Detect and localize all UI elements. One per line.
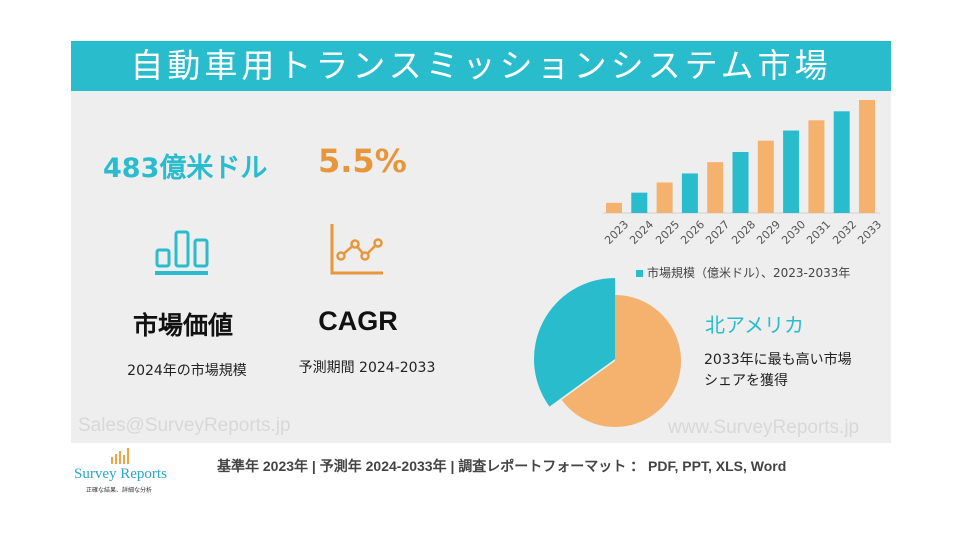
pie-slice-other <box>561 295 681 427</box>
bar-2033 <box>859 100 875 213</box>
bar-2028 <box>732 151 749 213</box>
market-value: 483億米ドル <box>103 153 268 184</box>
footer-info: 基準年 2023年 | 予測年 2024-2033年 | 調査レポートフォーマッ… <box>217 458 787 474</box>
cagr-value: 5.5% <box>318 142 407 180</box>
watermark-email: Sales@SurveyReports.jp <box>78 415 291 436</box>
line-chart-icon <box>330 224 383 275</box>
logo: Survey Reports 正確な結果、詳細な分析 <box>74 447 167 494</box>
watermark-url: www.SurveyReports.jp <box>668 417 860 438</box>
region-name: 北アメリカ <box>705 313 804 337</box>
region-description: 2033年に最も高い市場 シェアを獲得 <box>704 350 852 392</box>
cagr-sub: 予測期間 2024-2033 <box>298 360 436 376</box>
market-value-label: 市場価値 <box>132 311 233 340</box>
region-desc-line2: シェアを獲得 <box>704 373 788 389</box>
title-banner: 自動車用トランスミッションシステム市場 <box>71 41 891 91</box>
page-title: 自動車用トランスミッションシステム市場 <box>130 46 832 85</box>
bar-2032 <box>833 111 850 213</box>
chart-legend: 市場規模（億米ドル）、2023-2033年 <box>636 264 850 281</box>
bar-2029 <box>757 140 774 213</box>
bar-2030 <box>783 130 800 213</box>
logo-tagline: 正確な結果、詳細な分析 <box>85 487 152 494</box>
infographic-panel <box>71 91 891 443</box>
logo-name: Survey Reports <box>74 466 167 482</box>
logo-bars-icon <box>111 448 129 464</box>
legend-swatch <box>636 270 643 277</box>
bar-2026 <box>681 173 698 213</box>
region-desc-line1: 2033年に最も高い市場 <box>704 352 852 368</box>
bar-2031 <box>808 120 825 213</box>
market-value-sub: 2024年の市場規模 <box>127 363 247 379</box>
cagr-label: CAGR <box>318 306 398 336</box>
pie-slice-north-america <box>534 278 615 407</box>
bar-2025 <box>656 182 673 213</box>
bar-2027 <box>707 162 724 213</box>
bar-2024 <box>631 192 648 213</box>
region-pie-chart <box>534 278 681 427</box>
legend-label: 市場規模（億米ドル）、2023-2033年 <box>647 266 851 280</box>
bar-chart-icon <box>155 230 209 275</box>
market-size-bar-chart <box>603 100 880 214</box>
bar-2023 <box>606 202 622 213</box>
